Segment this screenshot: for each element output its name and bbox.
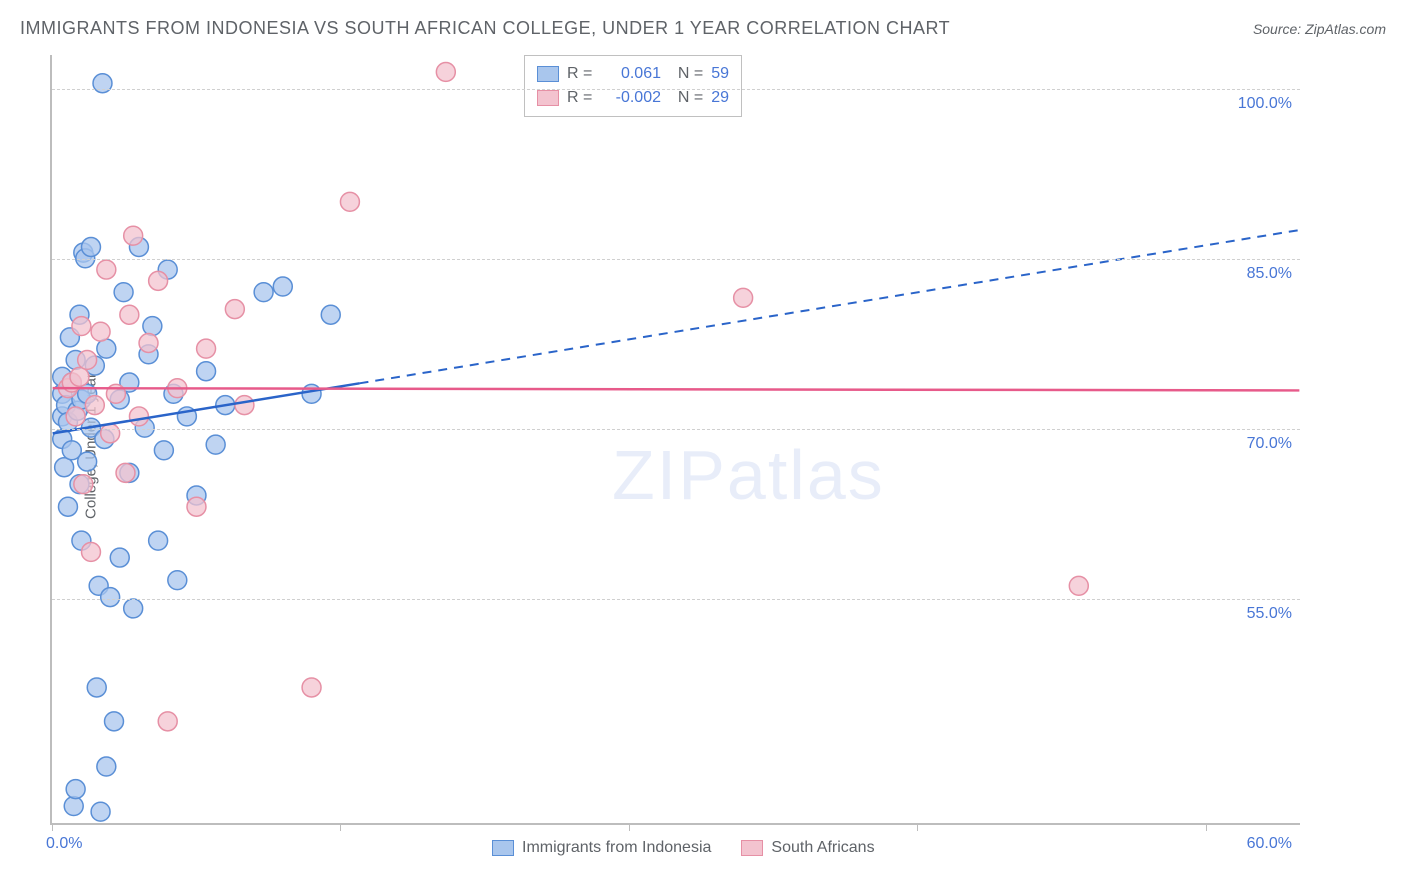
scatter-point [168,571,187,590]
plot-area: ZIPatlas R =0.061 N = 59R =-0.002 N = 29… [50,55,1300,825]
legend-r-value: 0.061 [603,62,661,86]
scatter-point [85,396,104,415]
scatter-point [149,531,168,550]
y-tick-label: 70.0% [1247,435,1292,453]
title-bar: IMMIGRANTS FROM INDONESIA VS SOUTH AFRIC… [20,18,1386,39]
legend-swatch [741,840,763,856]
y-tick-label: 100.0% [1238,95,1292,113]
x-tick-label: 0.0% [46,835,82,853]
scatter-point [143,317,162,336]
scatter-point [110,548,129,567]
scatter-point [101,588,120,607]
legend-r-label: R = [567,62,595,86]
scatter-point [124,599,143,618]
x-tick [629,823,630,831]
scatter-point [734,288,753,307]
scatter-point [91,322,110,341]
x-tick [917,823,918,831]
legend-swatch [492,840,514,856]
scatter-point [97,339,116,358]
scatter-point [235,396,254,415]
scatter-point [187,497,206,516]
scatter-point [225,300,244,319]
scatter-point [87,678,106,697]
legend-item: South Africans [741,839,874,857]
scatter-point [91,802,110,821]
scatter-point [158,712,177,731]
scatter-point [1069,576,1088,595]
scatter-point [55,458,74,477]
source-label: Source: ZipAtlas.com [1253,21,1386,37]
y-tick-label: 85.0% [1247,265,1292,283]
scatter-plot-svg [52,55,1300,823]
legend-item-label: South Africans [771,839,874,857]
y-tick-label: 55.0% [1247,605,1292,623]
scatter-point [116,463,135,482]
scatter-point [197,339,216,358]
x-tick [340,823,341,831]
scatter-point [97,260,116,279]
scatter-point [302,384,321,403]
legend-swatch [537,90,559,106]
scatter-point [436,62,455,81]
x-tick [52,823,53,831]
scatter-point [321,305,340,324]
scatter-point [114,283,133,302]
scatter-point [78,452,97,471]
scatter-point [197,362,216,381]
scatter-point [273,277,292,296]
scatter-point [206,435,225,454]
chart-title: IMMIGRANTS FROM INDONESIA VS SOUTH AFRIC… [20,18,950,39]
series-legend: Immigrants from Indonesia South Africans [492,839,875,857]
scatter-point [105,712,124,731]
scatter-point [70,367,89,386]
gridline [52,259,1300,260]
legend-swatch [537,66,559,82]
x-tick-label: 60.0% [1247,835,1292,853]
scatter-point [82,238,101,257]
scatter-point [64,797,83,816]
scatter-point [139,334,158,353]
scatter-point [129,407,148,426]
scatter-point [149,271,168,290]
scatter-point [66,780,85,799]
scatter-point [78,350,97,369]
scatter-point [97,757,116,776]
scatter-point [74,475,93,494]
legend-item: Immigrants from Indonesia [492,839,711,857]
gridline [52,599,1300,600]
scatter-point [101,424,120,443]
scatter-point [82,542,101,561]
legend-n-label: N = [669,62,703,86]
scatter-point [340,192,359,211]
scatter-point [254,283,273,302]
correlation-legend: R =0.061 N = 59R =-0.002 N = 29 [524,55,742,117]
scatter-point [58,497,77,516]
legend-row: R = 0.061 N = 59 [537,62,729,86]
scatter-point [66,407,85,426]
scatter-point [154,441,173,460]
legend-item-label: Immigrants from Indonesia [522,839,711,857]
scatter-point [72,317,91,336]
trend-line [53,388,1300,390]
scatter-point [302,678,321,697]
scatter-point [120,305,139,324]
gridline [52,429,1300,430]
trend-line-extrapolated [360,230,1300,383]
gridline [52,89,1300,90]
x-tick [1206,823,1207,831]
scatter-point [124,226,143,245]
legend-n-value: 59 [711,62,729,86]
